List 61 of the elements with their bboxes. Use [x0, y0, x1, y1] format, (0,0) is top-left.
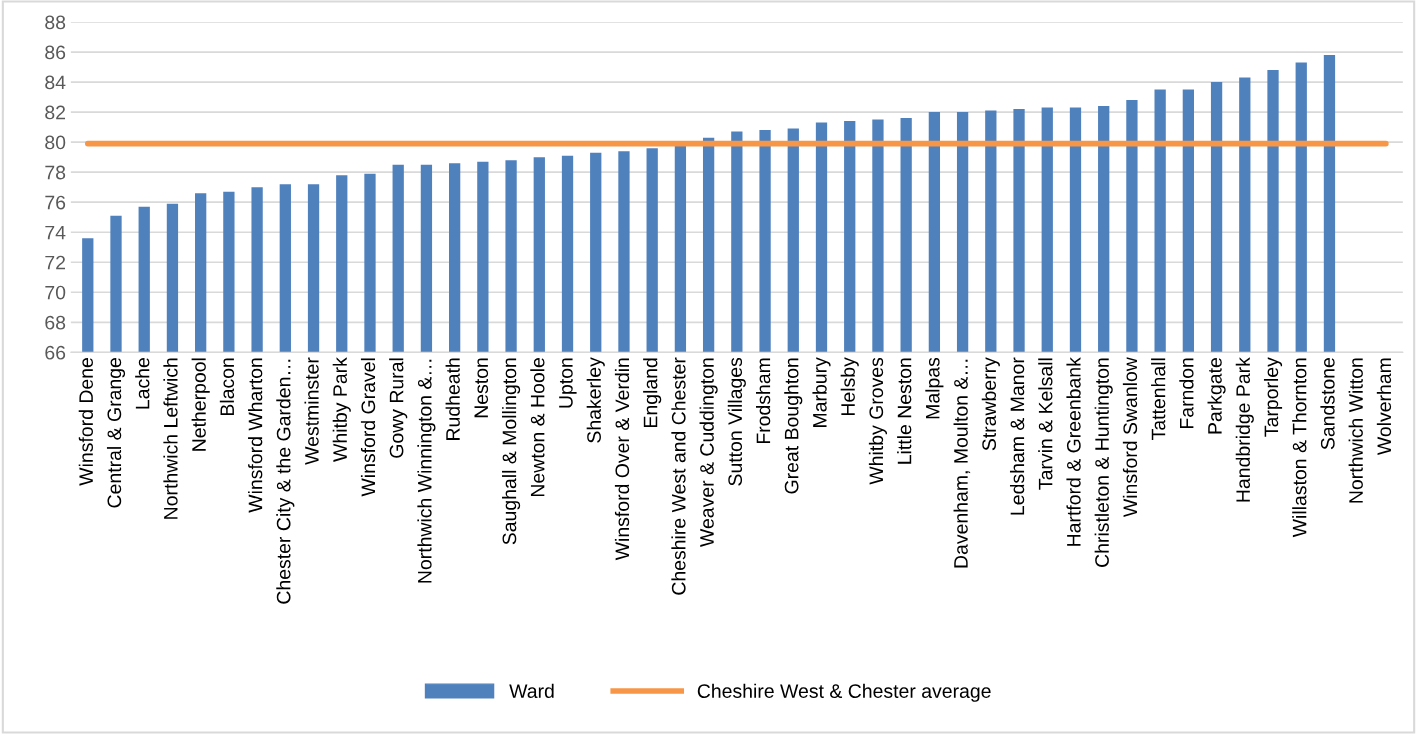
x-tick-label: Rudheath	[445, 358, 460, 440]
x-tick-label: Northwich Winnington &…	[417, 359, 436, 583]
y-tick-label: 76	[45, 195, 66, 210]
x-tick-label: Frodsham	[756, 358, 771, 444]
x-tick-label: Tarvin & Kelsall	[1038, 358, 1053, 490]
y-tick-label: 80	[45, 135, 66, 150]
x-tick-label: Newton & Hoole	[530, 358, 545, 497]
x-tick-label: Lache	[135, 358, 150, 409]
x-tick-label: Farndon	[1179, 358, 1194, 428]
x-tick-label: Central & Grange	[106, 358, 126, 508]
y-tick-label: 86	[45, 45, 66, 60]
x-tick-label: Northwich Witton	[1348, 358, 1363, 503]
y-tick-label: 74	[45, 225, 66, 240]
y-tick-label: 70	[45, 285, 66, 300]
x-tick-label: Winsford Swanlow	[1122, 357, 1138, 518]
x-tick-label: Hartford & Greenbank	[1066, 357, 1081, 546]
x-tick-label: Sandstone	[1320, 358, 1335, 450]
x-tick-label: Winsford Gravel	[360, 358, 376, 497]
x-tick-label: Marbury	[812, 357, 831, 427]
x-tick-label: Parkgate	[1207, 358, 1226, 434]
y-tick-label: 68	[45, 315, 66, 330]
x-tick-label: Saughall & Mollington	[502, 358, 521, 545]
x-tick-label: Winsford Wharton	[248, 358, 263, 513]
x-tick-label: Upton	[559, 358, 577, 408]
y-tick-label: 84	[45, 75, 66, 90]
x-tick-label: Christleton & Huntington	[1094, 358, 1113, 567]
x-tick-label: Weaver & Cuddington	[699, 358, 718, 547]
x-tick-label: Gowy Rural	[389, 358, 408, 458]
legend-label: Cheshire West & Chester average	[697, 683, 991, 702]
x-tick-label: England	[643, 358, 662, 427]
x-tick-label: Willaston & Thornton	[1292, 358, 1307, 538]
x-tick-label: Cheshire West and Chester	[671, 357, 686, 595]
x-tick-label: Ledsham & Manor	[1009, 357, 1025, 515]
x-tick-label: Westminster	[304, 357, 319, 465]
x-tick-label: Blacon	[219, 358, 235, 416]
y-tick-label: 66	[45, 345, 66, 360]
x-tick-label: Winsford Over & Verdin	[614, 358, 630, 561]
y-tick-label: 72	[45, 255, 66, 270]
x-tick-label: Shakerley	[586, 357, 605, 443]
x-tick-label: Malpas	[925, 357, 944, 419]
y-tick-label: 88	[45, 15, 66, 30]
x-tick-label: Great Boughton	[784, 358, 803, 494]
x-tick-label: Wolverham	[1376, 358, 1392, 456]
x-tick-label: Whitby Park	[332, 357, 351, 462]
x-tick-label: Neston	[474, 358, 489, 418]
x-tick-label: Netherpool	[191, 358, 210, 451]
x-tick-label: Helsby	[840, 357, 859, 416]
x-tick-label: Whitby Groves	[868, 357, 887, 485]
x-tick-label: Handbridge Park	[1235, 357, 1254, 502]
y-tick-label: 82	[45, 105, 66, 120]
x-tick-label: Strawberry	[981, 357, 1000, 451]
x-tick-label: Tattenhall	[1151, 358, 1166, 440]
x-tick-label: Tarporley	[1263, 357, 1283, 437]
x-tick-label: Little Neston	[897, 358, 912, 464]
x-tick-label: Northwich Leftwich	[163, 358, 178, 519]
x-tick-label: Sutton Villages	[727, 357, 746, 486]
x-tick-label: Davenham, Moulton &…	[953, 359, 971, 568]
y-tick-label: 78	[45, 165, 66, 180]
legend-label: Ward	[509, 683, 554, 698]
x-tick-label: Chester City & the Garden…	[276, 359, 295, 604]
x-tick-label: Winsford Dene	[78, 358, 93, 486]
